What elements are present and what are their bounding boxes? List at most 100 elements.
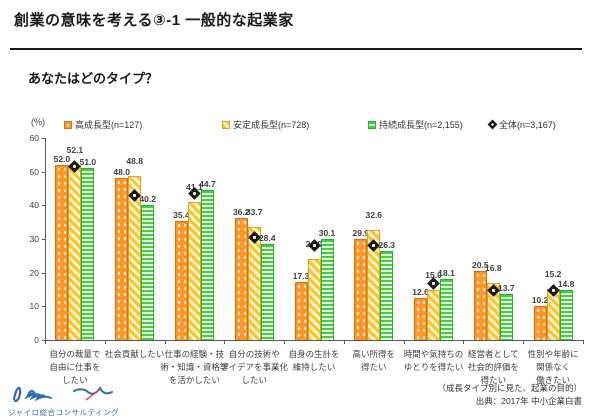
category-label-line: したい <box>62 375 88 385</box>
y-tick <box>42 306 45 308</box>
bar-orange-dots <box>533 305 547 340</box>
y-tick-label: 20 <box>29 267 39 278</box>
bar-value-label: 28.4 <box>258 233 276 244</box>
bar-value-label: 44.7 <box>199 178 216 189</box>
x-tick <box>104 340 106 344</box>
category-label-line: 性別や年齢に <box>527 349 579 359</box>
legend-item-total: 全体(n=3,167) <box>487 118 556 131</box>
bar-yellow-diagonal <box>187 201 201 340</box>
bar-orange-dots <box>354 239 368 340</box>
y-tick-label: 10 <box>29 301 39 312</box>
bar-green-horizontal <box>380 251 394 340</box>
source-note-line1: （成長タイプ別に見た、起業の目的） <box>437 383 582 393</box>
company-logo: ジャイロ総合コンサルティング <box>8 382 138 418</box>
category-label: 時間や気持ちの ゆとりを得たい <box>395 348 473 374</box>
y-tick <box>42 272 45 274</box>
category-label-line: 社会貢献したい <box>104 349 165 359</box>
legend-label-high-growth: 高成長型(n=127) <box>75 120 143 130</box>
category-label-line: 自由に仕事を <box>49 362 101 372</box>
bar-value-label: 40.2 <box>139 193 156 204</box>
title-underline <box>10 48 582 50</box>
x-tick <box>523 340 525 344</box>
bar-value-label: 15.2 <box>544 268 562 279</box>
bar-value-label: 26.3 <box>378 240 396 251</box>
y-tick <box>42 340 45 341</box>
category-label: 経営者として 社会的評価を 得たい <box>454 348 532 387</box>
source-note-line2: 出典：2017年 中小企業白書 <box>475 396 582 406</box>
bar-value-label: 32.6 <box>365 210 383 221</box>
bar-orange-dots <box>115 178 129 340</box>
x-tick <box>45 340 46 344</box>
bar-yellow-diagonal <box>307 259 321 340</box>
category-label-line: 自分の技術や <box>228 349 280 359</box>
category-label-line: 関係なく <box>536 362 571 372</box>
legend-swatch-high-growth <box>64 120 72 129</box>
category-label: 性別や年齢に 関係なく 働きたい <box>514 348 592 387</box>
x-tick <box>403 340 405 344</box>
y-tick <box>42 138 45 139</box>
bar-value-label: 13.7 <box>498 282 515 293</box>
bar-value-label: 41.1 <box>181 182 207 192</box>
page-title: 創業の意味を考える③-1 一般的な起業家 <box>14 12 294 29</box>
bar-yellow-diagonal <box>128 175 142 340</box>
bar-value-label: 29.9 <box>352 228 370 239</box>
bar-green-horizontal <box>200 189 214 340</box>
legend-label-sustain-growth: 持続成長型(n=2,155) <box>379 120 463 130</box>
bar-value-label: 16.8 <box>485 263 502 274</box>
source-note: （成長タイプ別に見た、起業の目的） 出典：2017年 中小企業白書 <box>437 382 582 408</box>
bar-value-label: 48.8 <box>126 155 143 166</box>
category-label-line: 術・知識・資格等 <box>160 362 229 372</box>
legend-swatch-sustain-growth <box>368 120 376 129</box>
bar-green-horizontal <box>260 244 274 340</box>
chart-question-title: あなたはどのタイプ？ <box>28 71 159 86</box>
bar-value-label: 35.4 <box>173 209 190 220</box>
y-tick <box>42 239 45 240</box>
category-label: 高い所得を 得たい <box>335 348 413 374</box>
logo-signature-icon <box>12 386 113 403</box>
legend-item-high-growth: 高成長型(n=127) <box>64 118 142 131</box>
bar-orange-dots <box>234 218 248 340</box>
legend-item-stable-growth: 安定成長型(n=728) <box>222 118 309 131</box>
category-label: 自分の裁量で 自由に仕事を したい <box>36 348 114 387</box>
bar-value-label: 20.5 <box>472 259 489 270</box>
category-label: 自身の生計を 維持したい <box>275 348 353 374</box>
category-label-line: 時間や気持ちの <box>403 349 464 359</box>
x-tick <box>284 340 286 344</box>
bar-value-label: 15.0 <box>425 269 442 280</box>
y-tick <box>42 205 45 207</box>
bar-orange-dots <box>174 220 188 340</box>
y-tick-label: 40 <box>29 200 39 211</box>
bar-green-horizontal <box>559 290 573 340</box>
bar-orange-dots <box>414 297 428 340</box>
x-tick <box>343 340 345 344</box>
bar-orange-dots <box>294 281 308 340</box>
bar-value-label: 33.7 <box>245 206 263 217</box>
category-label-line: アイデアを事業化 <box>220 362 288 372</box>
x-axis <box>45 340 583 341</box>
bar-orange-dots <box>55 164 69 340</box>
bar-green-horizontal <box>320 238 334 340</box>
bar-value-label: 52.1 <box>66 144 84 155</box>
category-label-line: 得たい <box>480 375 507 385</box>
category-label: 自分の技術や アイデアを事業化 したい <box>215 348 293 387</box>
category-label-line: 維持したい <box>292 362 336 372</box>
category-label-line: 社会的評価を <box>467 362 519 372</box>
category-label-line: 経営者として <box>467 349 519 359</box>
bar-yellow-diagonal <box>367 230 381 340</box>
bar-value-label: 48.0 <box>113 167 130 178</box>
category-label-line: 自身の生計を <box>288 349 340 359</box>
y-tick <box>42 171 45 173</box>
bar-value-label: 30.1 <box>318 227 336 238</box>
legend-label-stable-growth: 安定成長型(n=728) <box>233 120 310 130</box>
category-label: 仕事の経験・技 術・知識・資格等 を活かしたい <box>155 348 233 387</box>
x-tick <box>164 340 166 344</box>
bar-value-label: 51.0 <box>79 157 97 168</box>
bar-yellow-diagonal <box>68 164 82 340</box>
y-tick-label: 60 <box>29 133 39 143</box>
x-tick <box>583 340 584 344</box>
legend-label-total: 全体(n=3,167) <box>499 120 556 130</box>
bar-value-label: 36.2 <box>232 207 250 218</box>
logo-company-name: ジャイロ総合コンサルティング <box>8 408 120 417</box>
category-label-line: したい <box>241 375 267 385</box>
